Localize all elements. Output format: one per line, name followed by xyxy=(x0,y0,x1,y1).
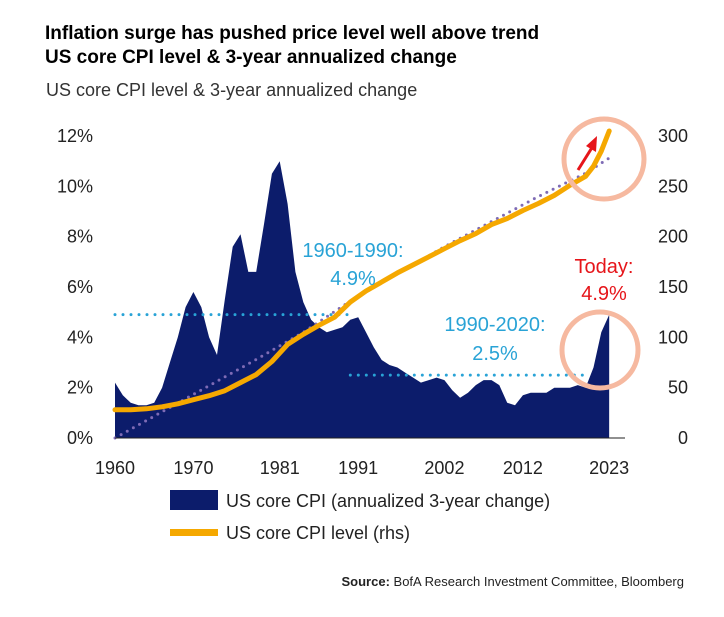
x-tick-label: 2023 xyxy=(589,458,629,478)
source-text: BofA Research Investment Committee, Bloo… xyxy=(393,574,684,589)
today-callout-line1: Today: xyxy=(575,256,634,278)
x-tick-label: 2012 xyxy=(503,458,543,478)
y-right-tick-label: 250 xyxy=(658,176,688,196)
y-right-tick-label: 300 xyxy=(658,126,688,146)
x-tick-label: 2002 xyxy=(424,458,464,478)
legend-label-line: US core CPI level (rhs) xyxy=(226,523,410,543)
y-left-tick-label: 6% xyxy=(67,277,93,297)
ref-label-1960-1990-line2: 4.9% xyxy=(330,268,376,290)
source-label: Source: xyxy=(341,574,390,589)
y-left-tick-label: 0% xyxy=(67,428,93,448)
title-line-2: US core CPI level & 3-year annualized ch… xyxy=(45,46,457,68)
y-left-tick-label: 12% xyxy=(57,126,93,146)
legend-label-area: US core CPI (annualized 3-year change) xyxy=(226,491,550,511)
ref-label-1990-2020-line2: 2.5% xyxy=(472,343,518,365)
up-arrow-icon xyxy=(576,136,597,171)
x-tick-label: 1981 xyxy=(260,458,300,478)
series-line-core-cpi-level xyxy=(112,128,612,413)
y-left-tick-label: 8% xyxy=(67,227,93,247)
series-area-core-cpi-change xyxy=(115,161,610,438)
title-line-1: Inflation surge has pushed price level w… xyxy=(45,23,540,44)
ref-label-1960-1990-line1: 1960-1990: xyxy=(302,240,403,262)
today-callout-line2: 4.9% xyxy=(581,283,627,305)
y-left-tick-label: 2% xyxy=(67,378,93,398)
y-right-tick-label: 100 xyxy=(658,327,688,347)
y-right-tick-label: 0 xyxy=(678,428,688,448)
highlight-circle-today xyxy=(559,309,641,391)
ref-label-1990-2020-line1: 1990-2020: xyxy=(444,314,545,336)
y-right-tick-label: 150 xyxy=(658,277,688,297)
x-tick-label: 1960 xyxy=(95,458,135,478)
source-note: Source: BofA Research Investment Committ… xyxy=(342,574,685,589)
x-tick-label: 1970 xyxy=(173,458,213,478)
y-right-tick-label: 50 xyxy=(668,378,688,398)
y-left-tick-label: 10% xyxy=(57,176,93,196)
y-right-tick-label: 200 xyxy=(658,227,688,247)
chart-subtitle: US core CPI level & 3-year annualized ch… xyxy=(46,80,418,100)
x-tick-label: 1991 xyxy=(338,458,378,478)
chart-title: Inflation surge has pushed price level w… xyxy=(45,22,539,70)
legend-swatch-line xyxy=(170,529,218,536)
y-left-tick-label: 4% xyxy=(67,327,93,347)
legend-swatch-area xyxy=(170,490,218,510)
highlight-circle-level xyxy=(561,116,647,202)
